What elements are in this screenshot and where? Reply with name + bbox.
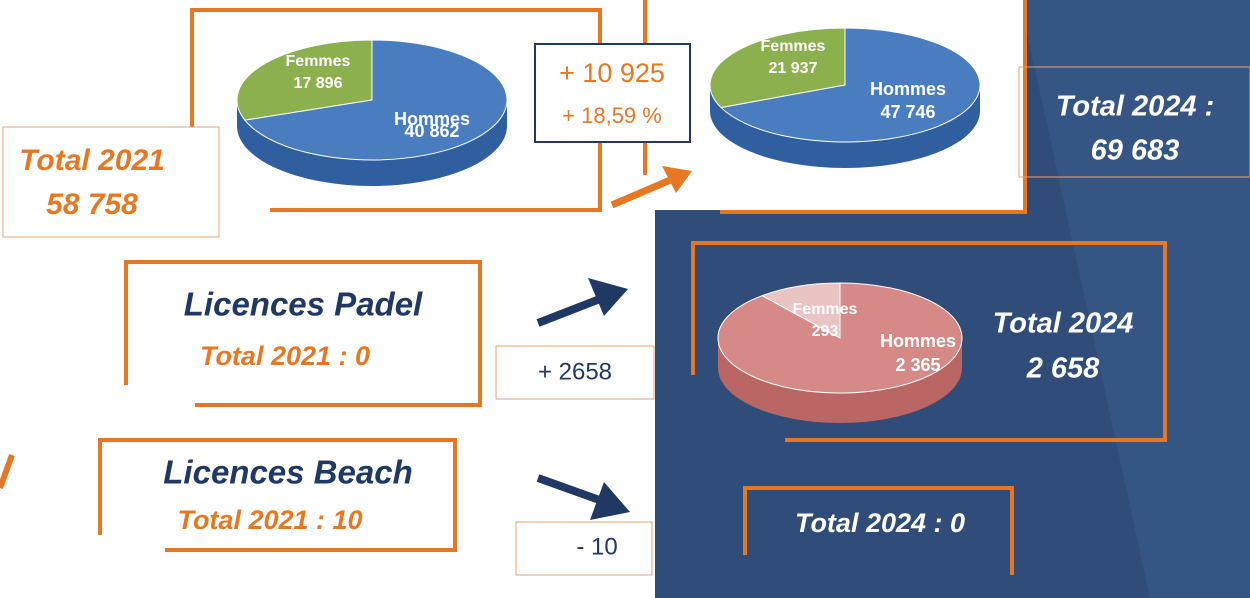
- slice-value: 17 896: [294, 75, 343, 92]
- padel-2024-frame: [691, 241, 1167, 442]
- pie-slice: [760, 282, 841, 339]
- slice-value: 47 746: [880, 102, 935, 122]
- total-2024-value: 69 683: [1091, 135, 1180, 167]
- arrow-orange: [610, 166, 692, 209]
- diff-percent: + 18,59 %: [562, 103, 662, 128]
- beach-frame: [98, 438, 457, 552]
- slice-label: Femmes: [761, 38, 826, 55]
- beach-diff-box: [515, 521, 653, 576]
- pie-slice: [717, 282, 963, 394]
- padel-2024-value: 2 658: [1026, 353, 1100, 385]
- pie-slice: [709, 27, 846, 109]
- padel-diff: + 2658: [538, 358, 612, 385]
- arrow-padel: [536, 278, 628, 327]
- decor-stroke: [0, 453, 15, 490]
- beach-2024-frame: [743, 486, 1014, 575]
- slice-value: 2 365: [895, 355, 940, 375]
- diff-box: [534, 43, 691, 143]
- frame-2024: [720, 0, 1027, 214]
- photo-shade: [1020, 0, 1250, 598]
- total-2021-label: Total 2021: [19, 144, 165, 177]
- total-2024-box: [1018, 66, 1250, 178]
- total-2021-value: 58 758: [46, 188, 138, 221]
- slice-label: Femmes: [793, 301, 858, 318]
- beach-2021: Total 2021 : 10: [177, 505, 362, 535]
- beach-2024: Total 2024 : 0: [795, 508, 965, 538]
- slice-label: Femmes: [286, 53, 351, 70]
- padel-diff-box: [495, 345, 655, 400]
- padel-2021: Total 2021 : 0: [200, 341, 370, 371]
- beach-title: Licences Beach: [163, 454, 412, 491]
- slice-value: 21 937: [769, 60, 818, 77]
- slice-label: Hommes: [870, 79, 946, 99]
- slice-value: 293: [812, 323, 839, 340]
- total-2024-label: Total 2024 :: [1056, 91, 1214, 123]
- total-2021-box: [2, 126, 220, 238]
- frame-2021: [190, 8, 602, 212]
- arrow-beach: [536, 474, 630, 520]
- padel-2024-label: Total 2024: [993, 308, 1134, 340]
- padel-frame: [124, 260, 482, 407]
- beach-diff: - 10: [576, 533, 617, 560]
- padel-title: Licences Padel: [184, 286, 423, 323]
- slice-value: 40 862: [404, 121, 459, 141]
- pie-slice: [243, 39, 508, 161]
- slice-label: Hommes: [880, 331, 956, 351]
- slice-label: Hommes: [394, 109, 470, 129]
- diff-count: + 10 925: [559, 58, 665, 88]
- pie-slice: [236, 39, 373, 121]
- pie-slice: [719, 27, 981, 143]
